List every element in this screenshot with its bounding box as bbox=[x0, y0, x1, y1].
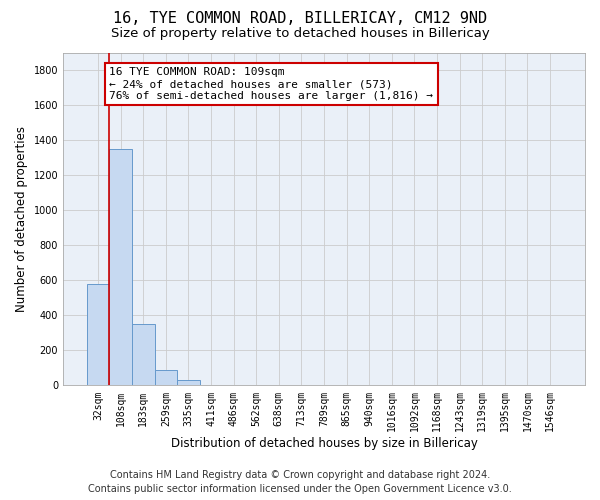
Bar bbox=[177, 380, 200, 386]
Bar bbox=[109, 149, 132, 386]
Bar bbox=[87, 284, 109, 386]
X-axis label: Distribution of detached houses by size in Billericay: Distribution of detached houses by size … bbox=[170, 437, 478, 450]
Bar bbox=[132, 324, 155, 386]
Bar bbox=[155, 370, 177, 386]
Text: 16 TYE COMMON ROAD: 109sqm
← 24% of detached houses are smaller (573)
76% of sem: 16 TYE COMMON ROAD: 109sqm ← 24% of deta… bbox=[109, 68, 433, 100]
Text: Contains HM Land Registry data © Crown copyright and database right 2024.
Contai: Contains HM Land Registry data © Crown c… bbox=[88, 470, 512, 494]
Y-axis label: Number of detached properties: Number of detached properties bbox=[15, 126, 28, 312]
Text: Size of property relative to detached houses in Billericay: Size of property relative to detached ho… bbox=[110, 28, 490, 40]
Text: 16, TYE COMMON ROAD, BILLERICAY, CM12 9ND: 16, TYE COMMON ROAD, BILLERICAY, CM12 9N… bbox=[113, 11, 487, 26]
